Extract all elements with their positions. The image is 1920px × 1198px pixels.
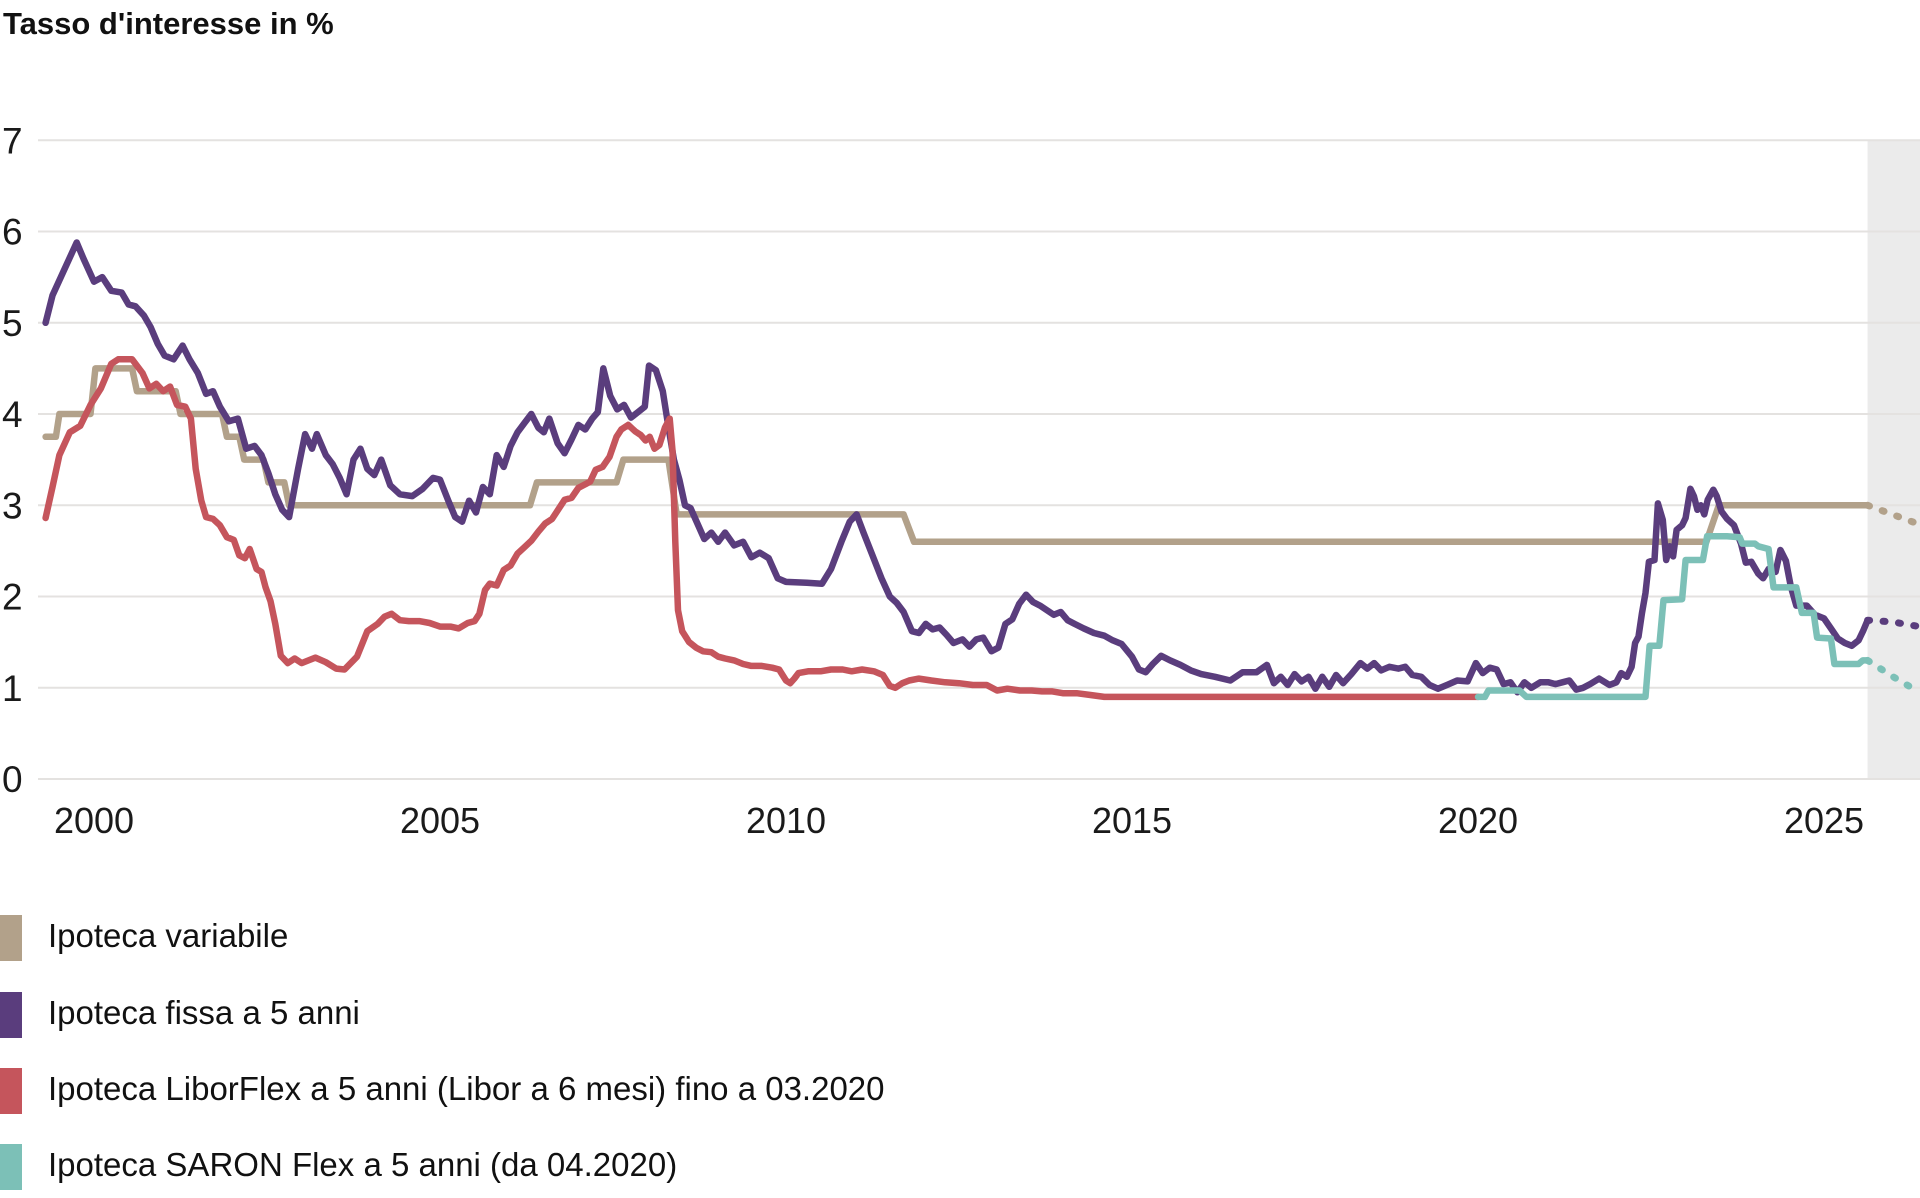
forecast-band xyxy=(1867,140,1920,779)
y-tick-label-2: 2 xyxy=(2,577,23,618)
x-tick-label-2015: 2015 xyxy=(1092,800,1172,841)
series-forecast-ipoteca-fissa-a-5-anni xyxy=(1864,616,1920,631)
y-tick-label-7: 7 xyxy=(2,120,23,161)
chart-title: Tasso d'interesse in % xyxy=(3,6,334,41)
series-line-ipoteca-saron-flex-a-5-anni-da-04-2020 xyxy=(1474,533,1871,701)
x-tick-label-2020: 2020 xyxy=(1438,800,1518,841)
y-tick-label-0: 0 xyxy=(2,759,23,800)
legend-label-variabile: Ipoteca variabile xyxy=(48,917,289,954)
series-forecast-ipoteca-variabile xyxy=(1864,501,1920,528)
x-tick-label-2005: 2005 xyxy=(400,800,480,841)
x-tick-label-2025: 2025 xyxy=(1784,800,1864,841)
y-tick-label-3: 3 xyxy=(2,485,23,526)
legend-swatch-variabile xyxy=(0,915,22,961)
legend-label-saronflex: Ipoteca SARON Flex a 5 anni (da 04.2020) xyxy=(48,1146,678,1183)
series-line-ipoteca-fissa-a-5-anni xyxy=(42,239,1871,696)
x-tick-label-2010: 2010 xyxy=(746,800,826,841)
legend-label-fissa: Ipoteca fissa a 5 anni xyxy=(48,994,360,1031)
legend-swatch-liborflex xyxy=(0,1068,22,1114)
interest-rate-line-chart: 0 1 2 3 4 5 6 7 2000 2005 2010 2015 2020 2025 xyxy=(2,120,1920,841)
series-line-ipoteca-variabile xyxy=(42,365,1871,546)
y-tick-label-1: 1 xyxy=(2,668,23,709)
legend-label-liborflex: Ipoteca LiborFlex a 5 anni (Libor a 6 me… xyxy=(48,1070,885,1107)
y-tick-label-6: 6 xyxy=(2,212,23,253)
x-tick-label-2000: 2000 xyxy=(54,800,134,841)
series-line-ipoteca-liborflex-a-5-anni-libor-a-6-mesi-fino-a-03-2020 xyxy=(42,356,1482,701)
legend-swatch-fissa xyxy=(0,992,22,1038)
legend-swatch-saronflex xyxy=(0,1144,22,1190)
y-tick-label-5: 5 xyxy=(2,303,23,344)
y-tick-label-4: 4 xyxy=(2,394,23,435)
series-forecast-ipoteca-saron-flex-a-5-anni-da-04-2020 xyxy=(1864,656,1920,696)
